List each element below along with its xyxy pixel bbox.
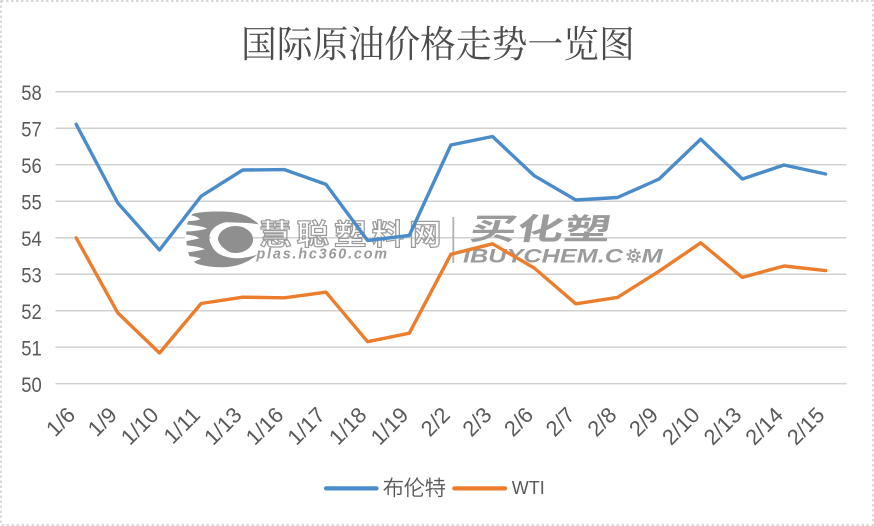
svg-text:51: 51 [21,336,42,360]
svg-text:plas.hc360.com: plas.hc360.com [256,247,388,263]
svg-text:54: 54 [21,227,42,251]
svg-text:55: 55 [21,190,42,214]
svg-text:WTI: WTI [512,478,545,498]
svg-text:57: 57 [21,118,42,142]
svg-text:IBUYCHEM.C: IBUYCHEM.C [463,246,624,267]
svg-text:53: 53 [21,263,42,287]
svg-text:56: 56 [21,154,42,178]
svg-text:52: 52 [21,300,42,324]
svg-text:58: 58 [21,81,42,105]
svg-text:M: M [642,246,663,267]
svg-text:50: 50 [21,373,42,397]
